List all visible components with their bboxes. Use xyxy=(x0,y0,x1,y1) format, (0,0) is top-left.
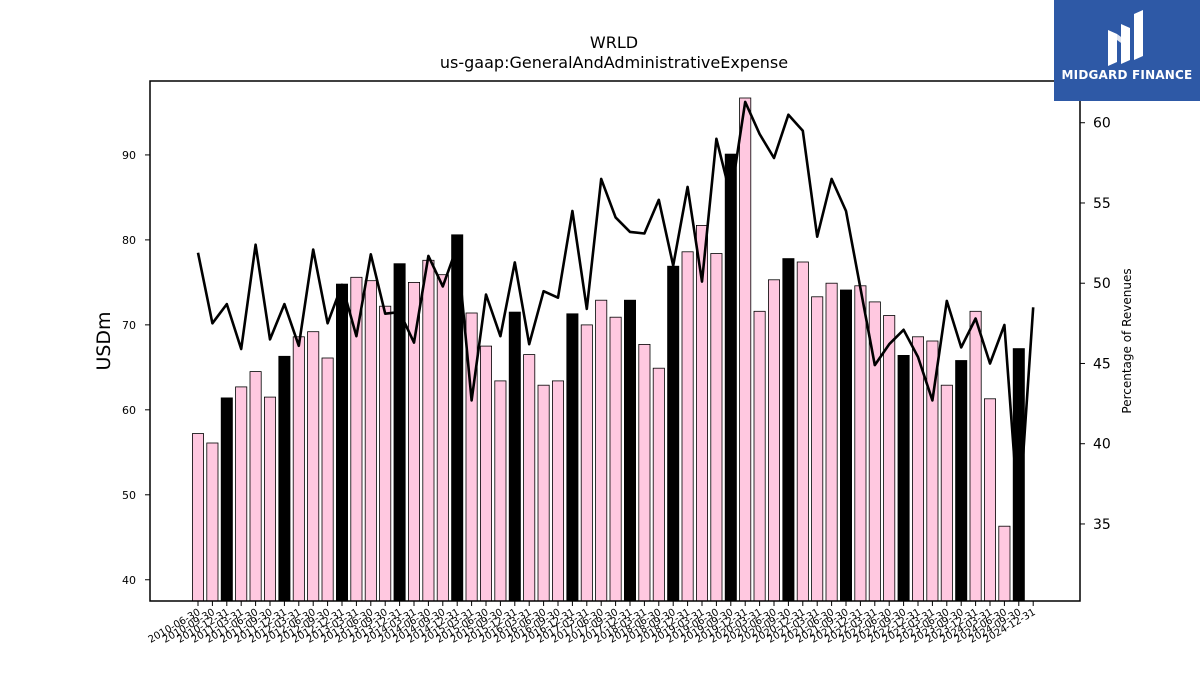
y2-axis-label: Percentage of Revenues xyxy=(1120,268,1134,413)
chart-title: WRLD xyxy=(590,33,638,52)
bar-quarter xyxy=(811,296,824,602)
bar-annual xyxy=(624,299,637,602)
y-tick-label: 90 xyxy=(122,149,136,162)
bar-quarter xyxy=(998,525,1011,602)
bar-quarter xyxy=(883,315,896,602)
bar-quarter xyxy=(984,398,997,602)
x-axis: 2010-06-302010-09-302010-12-312011-03-31… xyxy=(147,601,1038,646)
bar-annual xyxy=(278,355,291,602)
y2-tick-label: 40 xyxy=(1093,437,1111,453)
bar-annual xyxy=(508,311,521,602)
bar-series xyxy=(191,97,1025,602)
bar-quarter xyxy=(768,279,781,602)
bar-quarter xyxy=(710,253,723,602)
bar-quarter xyxy=(321,357,334,602)
bar-quarter xyxy=(854,285,867,602)
bar-quarter xyxy=(206,442,219,602)
bar-quarter xyxy=(436,274,449,602)
bar-annual xyxy=(724,153,737,602)
bar-quarter xyxy=(407,281,420,602)
bar-annual xyxy=(840,289,853,602)
y2-tick-label: 60 xyxy=(1093,116,1111,132)
bar-quarter xyxy=(422,259,435,602)
y-tick-label: 70 xyxy=(122,319,136,332)
y-tick-label: 60 xyxy=(122,404,136,417)
bar-quarter xyxy=(638,343,651,602)
bar-quarter xyxy=(652,367,665,602)
bar-annual xyxy=(897,354,910,602)
bar-quarter xyxy=(969,310,982,602)
bar-quarter xyxy=(537,384,550,602)
y-axis-right: 35 40 45 50 55 60 xyxy=(1080,116,1111,533)
brand-logo: MIDGARD FINANCE xyxy=(1054,0,1200,101)
plot-frame xyxy=(149,80,1081,602)
bar-quarter xyxy=(364,280,377,602)
bar-quarter xyxy=(940,384,953,602)
bar-quarter xyxy=(479,345,492,602)
bar-quarter xyxy=(912,336,925,602)
y2-tick-label: 35 xyxy=(1093,517,1111,533)
bar-quarter xyxy=(609,316,622,602)
bar-quarter xyxy=(595,299,608,602)
y-axis-left: 40 50 60 70 80 90 xyxy=(122,149,150,587)
y-tick-label: 80 xyxy=(122,234,136,247)
bar-annual xyxy=(667,265,680,602)
bar-quarter xyxy=(235,386,248,602)
bar-quarter xyxy=(263,396,276,602)
chart-subtitle: us-gaap:GeneralAndAdministrativeExpense xyxy=(440,53,788,72)
bar-annual xyxy=(335,283,348,602)
bar-quarter xyxy=(379,305,392,602)
bar-quarter xyxy=(796,261,809,602)
bar-annual xyxy=(955,360,968,602)
y2-tick-label: 45 xyxy=(1093,356,1111,372)
brand-name: MIDGARD FINANCE xyxy=(1061,68,1193,82)
bar-quarter xyxy=(292,336,305,602)
logo-mark-icon xyxy=(1108,10,1143,66)
bar-quarter xyxy=(739,97,752,602)
line-series xyxy=(196,100,1035,521)
revenue-share-line xyxy=(196,100,1035,521)
bar-quarter xyxy=(580,324,593,602)
bar-quarter xyxy=(825,282,838,602)
bar-quarter xyxy=(307,331,320,602)
bar-quarter xyxy=(191,433,204,602)
bar-quarter xyxy=(753,310,766,602)
bar-quarter xyxy=(249,371,262,602)
bar-annual xyxy=(566,313,579,602)
bar-annual xyxy=(782,258,795,602)
bar-quarter xyxy=(681,251,694,602)
bar-quarter xyxy=(552,380,565,602)
y-axis-label: USDm xyxy=(93,311,115,370)
bar-quarter xyxy=(523,354,536,602)
y2-tick-label: 55 xyxy=(1093,196,1111,212)
y2-tick-label: 50 xyxy=(1093,276,1111,292)
y-tick-label: 50 xyxy=(122,489,136,502)
bar-quarter xyxy=(494,380,507,602)
bar-annual xyxy=(220,397,233,602)
y-tick-label: 40 xyxy=(122,574,136,587)
